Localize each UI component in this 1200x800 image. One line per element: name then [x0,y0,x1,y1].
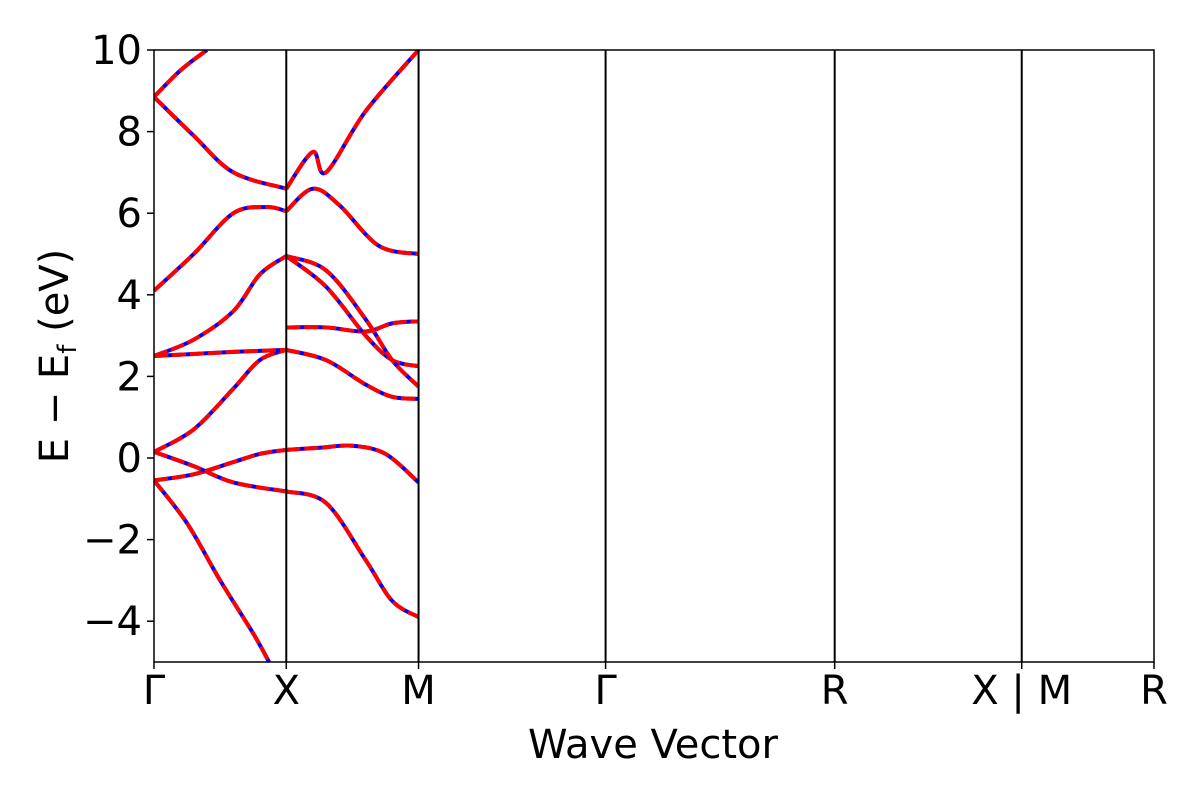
y-tick-label: 2 [117,354,142,400]
x-tick-label: R [1140,668,1168,714]
band-line-dashed [154,347,287,358]
band-line-solid [285,347,419,401]
band-line-dashed [286,319,419,334]
band-line-solid [285,489,420,619]
band-line-dashed [286,443,420,484]
y-tick-label: 10 [91,28,142,74]
x-ticks: Γ X M Γ R X | M R [143,662,1168,714]
kpoint-separators [285,50,1023,662]
band-line-dashed [285,254,419,369]
y-axis-title-unit [32,332,78,345]
band-line-dashed [284,50,421,190]
y-tick-label: −2 [83,518,142,564]
y-tick-label: 0 [117,436,142,482]
plot-frame [153,49,1155,663]
x-tick-label: R [821,668,849,714]
x-tick-label: Γ [143,668,166,714]
band-line-solid [154,95,287,191]
band-line-dashed [154,347,287,454]
band-line-dashed [284,186,419,256]
y-tick-label: 4 [117,273,142,319]
y-ticks: −4 −2 0 2 4 6 8 10 [83,28,154,645]
band-line-dashed [285,347,419,401]
band-line-dashed [154,50,209,99]
band-line-solid [154,205,287,293]
band-line-dashed [154,205,287,293]
y-axis-title-unit-text: (eV) [32,249,78,332]
x-tick-label: X | M [971,668,1072,714]
y-tick-label: −4 [83,599,142,645]
band-line-dashed [154,95,287,191]
band-line-dashed [154,449,287,494]
y-tick-label: 8 [117,110,142,156]
y-axis-title-sub: f [53,344,83,354]
y-axis-title-main: E − E [32,354,78,464]
x-tick-label: X [273,668,300,714]
band-line-dashed [154,254,288,358]
x-tick-label: M [401,668,436,714]
y-axis-title: E − Ef (eV) [32,249,83,464]
band-lines-group [154,50,421,662]
x-axis-title: Wave Vector [528,722,779,768]
band-line-solid [284,186,419,256]
y-tick-label: 6 [117,191,142,237]
band-line-dashed [285,489,420,619]
band-line-dashed [154,447,287,483]
band-line-dashed [154,479,271,662]
band-line-dashed [285,254,420,389]
x-tick-label: Γ [594,668,617,714]
